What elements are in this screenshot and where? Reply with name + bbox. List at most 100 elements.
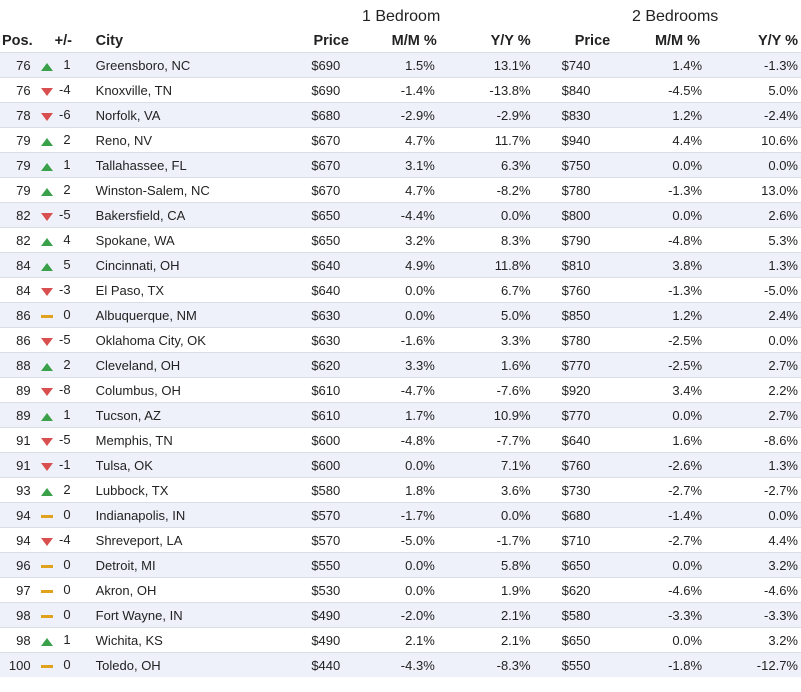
position-cell: 82 bbox=[0, 202, 31, 228]
mm-1br-cell: 1.7% bbox=[348, 402, 441, 428]
yy-1br-cell: 2.1% bbox=[440, 602, 533, 628]
price-1br-cell: $530 bbox=[267, 577, 349, 603]
trend-up-icon bbox=[40, 258, 53, 273]
change-value: 0 bbox=[63, 506, 71, 522]
trend-down-icon bbox=[40, 383, 53, 398]
city-cell: Shreveport, LA bbox=[83, 527, 268, 553]
mm-1br-cell: -4.8% bbox=[348, 427, 441, 453]
yy-2br-cell: -1.3% bbox=[706, 52, 801, 78]
yy-2br-cell: 2.2% bbox=[706, 377, 801, 403]
mm-2br-cell: -2.5% bbox=[614, 352, 707, 378]
col-header-change[interactable]: +/- bbox=[54, 33, 72, 49]
yy-2br-cell: 3.2% bbox=[706, 552, 801, 578]
price-1br-cell: $630 bbox=[267, 327, 349, 353]
change-cell: -8 bbox=[30, 377, 84, 403]
mm-2br-cell: -1.8% bbox=[614, 652, 707, 677]
change-value: -8 bbox=[59, 381, 71, 397]
mm-2br-cell: 0.0% bbox=[614, 627, 707, 653]
city-cell: Toledo, OH bbox=[83, 652, 268, 677]
mm-1br-cell: 3.1% bbox=[348, 152, 441, 178]
col-header-price-2br[interactable]: Price bbox=[574, 33, 611, 49]
position-cell: 89 bbox=[0, 377, 31, 403]
mm-1br-cell: 1.8% bbox=[348, 477, 441, 503]
col-header-yy-1br[interactable]: Y/Y % bbox=[490, 33, 531, 49]
price-1br-cell: $610 bbox=[267, 377, 349, 403]
price-1br-cell: $690 bbox=[267, 77, 349, 103]
table-row: 79 1 Tallahassee, FL $670 3.1% 6.3% $750 0.0% 0.… bbox=[0, 152, 801, 178]
price-1br-cell: $670 bbox=[267, 127, 349, 153]
table-row: 82 -5 Bakersfield, CA $650 -4.4% 0.0% $800 0.0%… bbox=[0, 202, 801, 228]
price-1br-cell: $550 bbox=[267, 552, 349, 578]
change-value: 2 bbox=[63, 181, 71, 197]
price-2br-cell: $760 bbox=[532, 452, 615, 478]
trend-down-icon bbox=[40, 108, 53, 123]
change-cell: 0 bbox=[30, 302, 84, 328]
mm-2br-cell: 3.4% bbox=[614, 377, 707, 403]
col-header-price-1br[interactable]: Price bbox=[313, 33, 349, 49]
city-cell: Columbus, OH bbox=[83, 377, 268, 403]
yy-2br-cell: 2.6% bbox=[706, 202, 801, 228]
change-value: 2 bbox=[63, 481, 71, 497]
change-cell: 0 bbox=[30, 577, 84, 603]
position-cell: 84 bbox=[0, 277, 31, 303]
table-row: 79 2 Winston-Salem, NC $670 4.7% -8.2% $780 -1.… bbox=[0, 177, 801, 203]
trend-up-icon bbox=[40, 233, 53, 248]
position-cell: 96 bbox=[0, 552, 31, 578]
mm-2br-cell: -2.7% bbox=[614, 477, 707, 503]
mm-2br-cell: -4.6% bbox=[614, 577, 707, 603]
change-value: 1 bbox=[63, 56, 71, 72]
col-header-mm-1br[interactable]: M/M % bbox=[391, 33, 437, 49]
city-cell: Spokane, WA bbox=[83, 227, 268, 253]
yy-2br-cell: -2.4% bbox=[706, 102, 801, 128]
price-2br-cell: $650 bbox=[532, 627, 615, 653]
col-header-pos[interactable]: Pos. bbox=[2, 33, 33, 49]
yy-1br-cell: 6.3% bbox=[440, 152, 533, 178]
change-cell: -4 bbox=[30, 77, 84, 103]
price-2br-cell: $940 bbox=[532, 127, 615, 153]
mm-1br-cell: 0.0% bbox=[348, 452, 441, 478]
table-row: 100 0 Toledo, OH $440 -4.3% -8.3% $550 -1.8% -12… bbox=[0, 652, 801, 677]
change-cell: 5 bbox=[30, 252, 84, 278]
mm-1br-cell: -5.0% bbox=[348, 527, 441, 553]
change-cell: 1 bbox=[30, 402, 84, 428]
change-cell: -3 bbox=[30, 277, 84, 303]
yy-2br-cell: -2.7% bbox=[706, 477, 801, 503]
city-cell: Wichita, KS bbox=[83, 627, 268, 653]
price-2br-cell: $760 bbox=[532, 277, 615, 303]
city-cell: Reno, NV bbox=[83, 127, 268, 153]
city-cell: Bakersfield, CA bbox=[83, 202, 268, 228]
change-value: 0 bbox=[63, 306, 71, 322]
city-cell: Norfolk, VA bbox=[83, 102, 268, 128]
yy-2br-cell: 5.3% bbox=[706, 227, 801, 253]
col-header-city[interactable]: City bbox=[95, 33, 124, 49]
price-2br-cell: $770 bbox=[532, 352, 615, 378]
change-value: 4 bbox=[63, 231, 71, 247]
col-header-mm-2br[interactable]: M/M % bbox=[654, 33, 701, 49]
mm-2br-cell: -1.4% bbox=[614, 502, 707, 528]
table-row: 91 -5 Memphis, TN $600 -4.8% -7.7% $640 1.6% -8.… bbox=[0, 427, 801, 453]
col-header-yy-2br[interactable]: Y/Y % bbox=[757, 33, 798, 49]
position-cell: 94 bbox=[0, 502, 31, 528]
price-2br-cell: $710 bbox=[532, 527, 615, 553]
change-cell: 1 bbox=[30, 627, 84, 653]
mm-2br-cell: -4.5% bbox=[614, 77, 707, 103]
position-cell: 84 bbox=[0, 252, 31, 278]
city-cell: Tallahassee, FL bbox=[83, 152, 268, 178]
mm-1br-cell: 0.0% bbox=[348, 577, 441, 603]
one-bedroom-group-label: 1 Bedroom bbox=[362, 8, 441, 25]
price-1br-cell: $620 bbox=[267, 352, 349, 378]
trend-same-icon bbox=[40, 583, 53, 598]
yy-2br-cell: 1.3% bbox=[706, 252, 801, 278]
table-row: 86 0 Albuquerque, NM $630 0.0% 5.0% $850 1.2% 2.… bbox=[0, 302, 801, 328]
position-cell: 93 bbox=[0, 477, 31, 503]
price-2br-cell: $770 bbox=[532, 402, 615, 428]
position-cell: 88 bbox=[0, 352, 31, 378]
yy-1br-cell: 1.6% bbox=[440, 352, 533, 378]
price-2br-cell: $810 bbox=[532, 252, 615, 278]
price-1br-cell: $600 bbox=[267, 452, 349, 478]
city-cell: Cincinnati, OH bbox=[83, 252, 268, 278]
table-row: 96 0 Detroit, MI $550 0.0% 5.8% $650 0.0% 3.2% bbox=[0, 552, 801, 578]
table-row: 88 2 Cleveland, OH $620 3.3% 1.6% $770 -2.5% 2.7… bbox=[0, 352, 801, 378]
table-body: 76 1 Greensboro, NC $690 1.5% 13.1% $740 1.4% -1… bbox=[0, 52, 801, 677]
price-2br-cell: $740 bbox=[532, 52, 615, 78]
